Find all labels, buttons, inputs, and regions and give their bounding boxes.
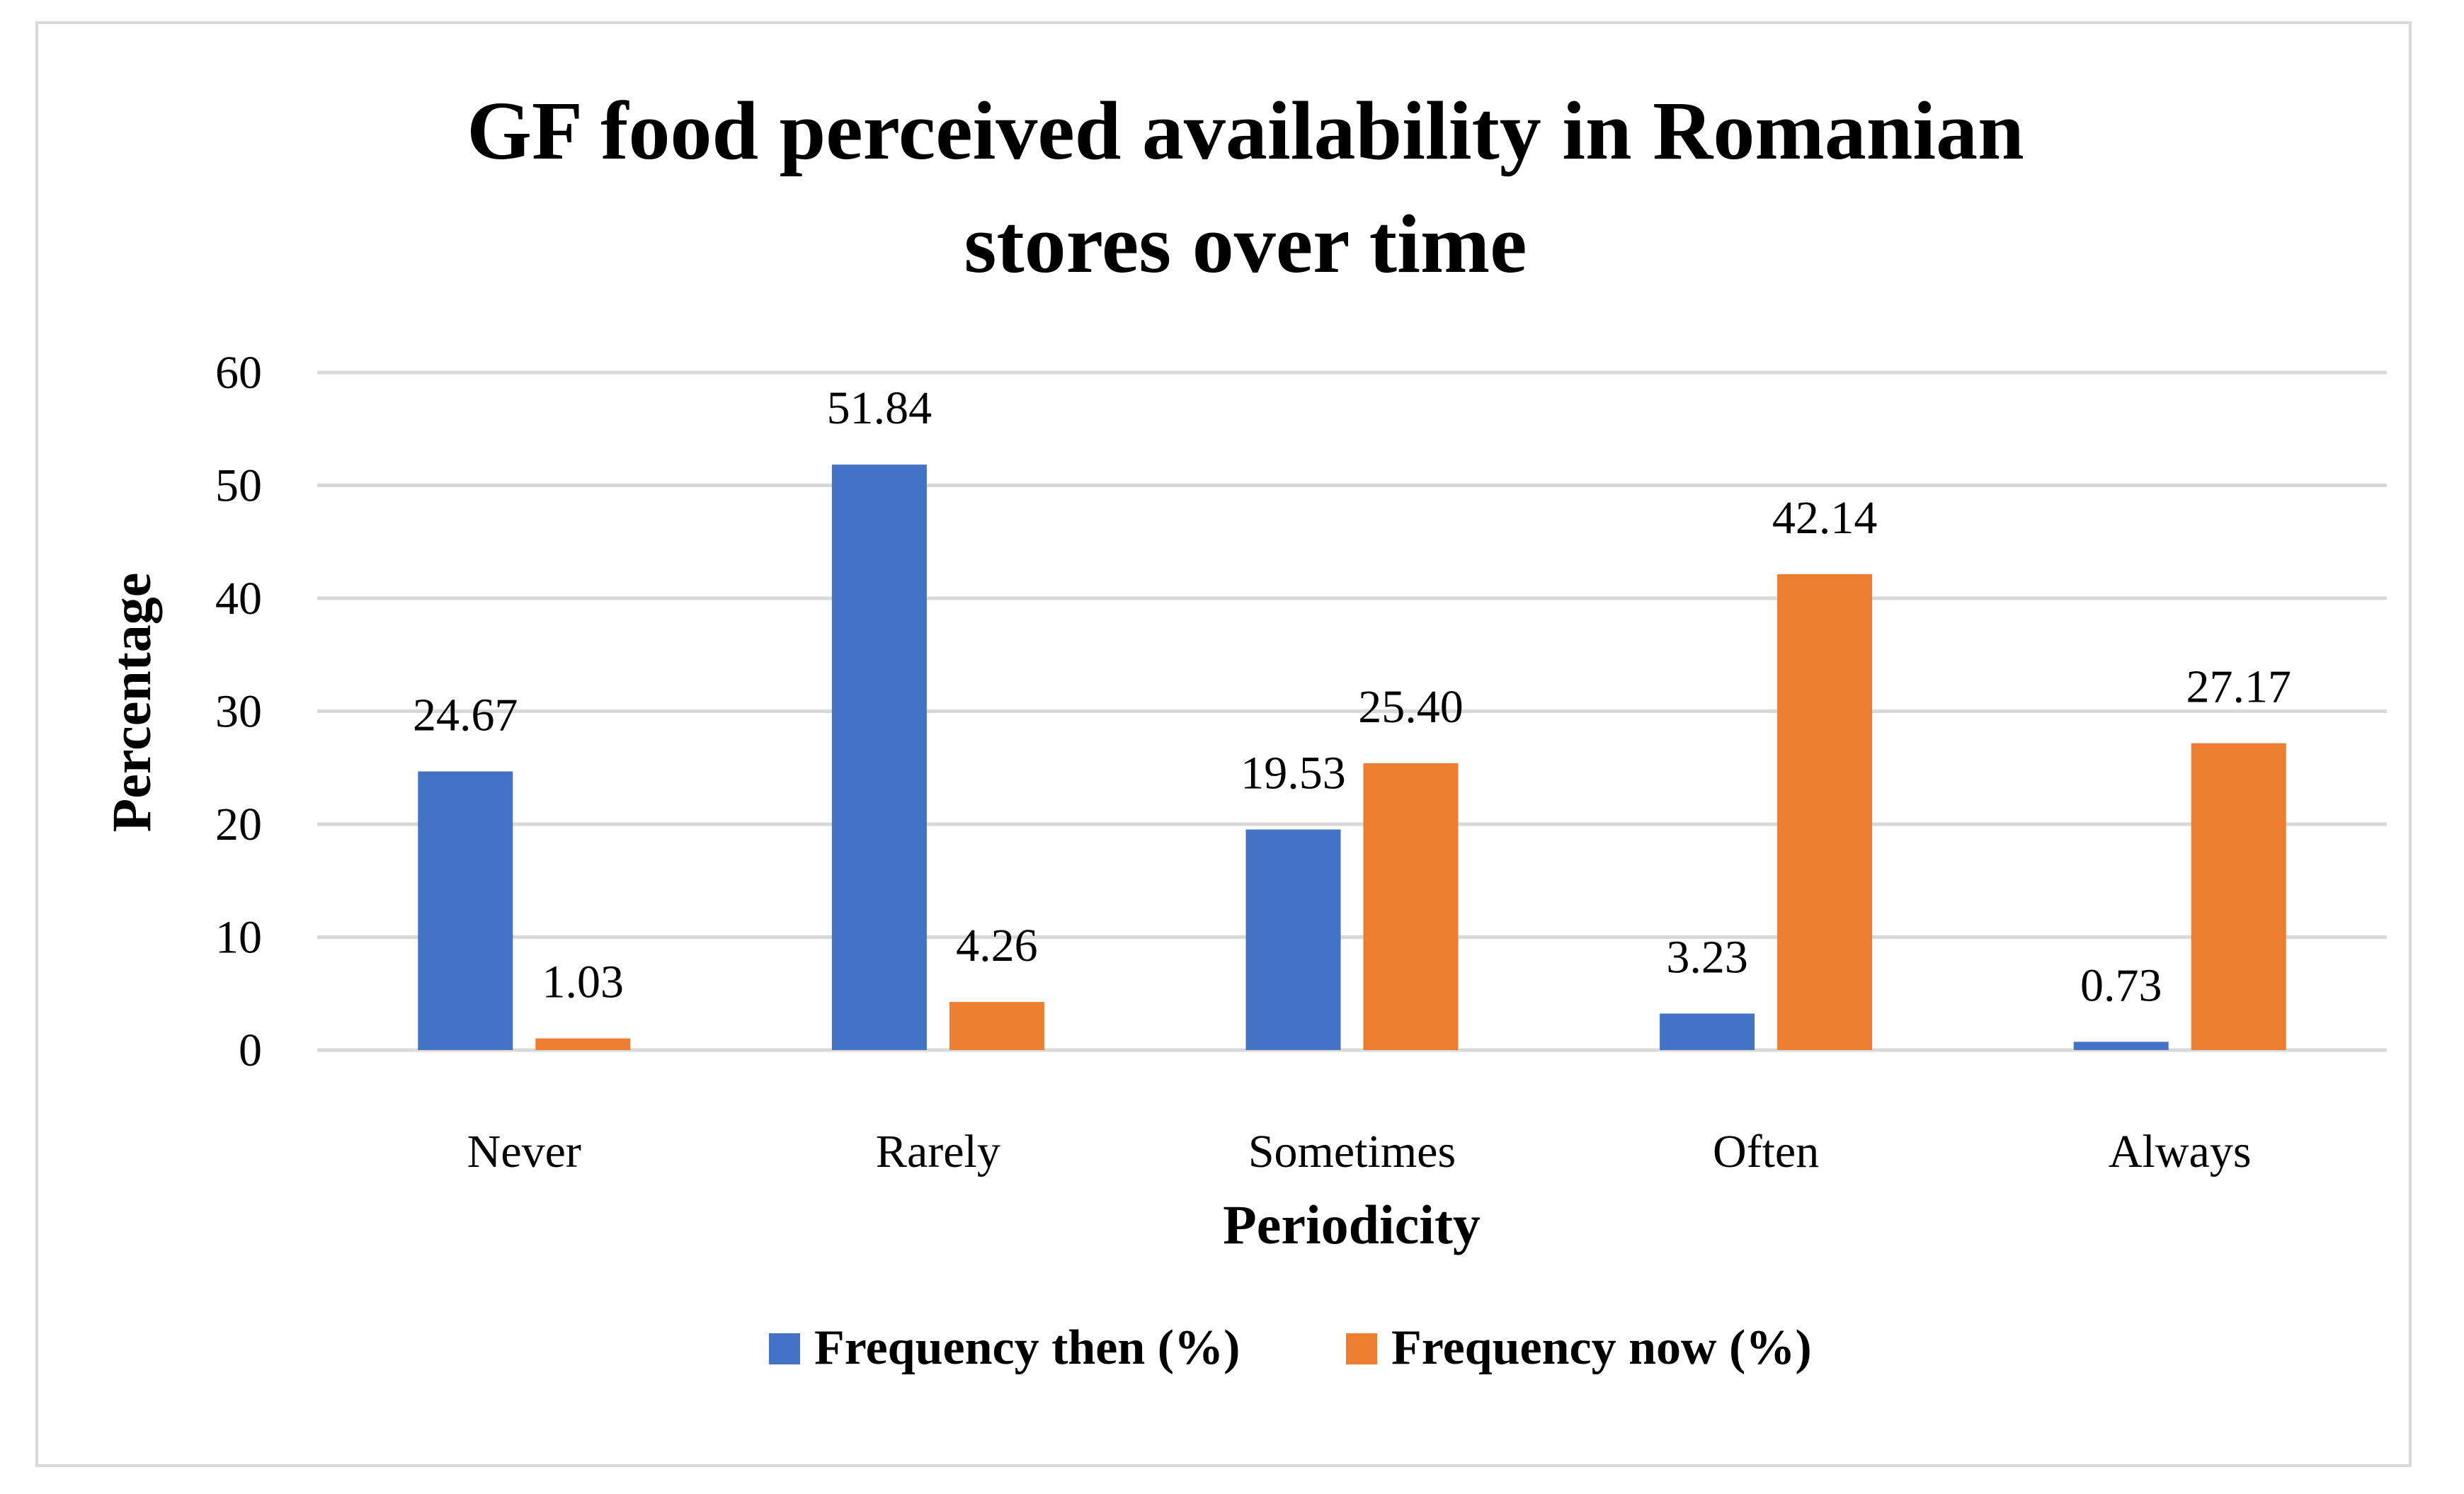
x-tick-label-often: Often	[1713, 1126, 1819, 1177]
data-label-often-then: 3.23	[1666, 931, 1748, 983]
bar-sometimes-then	[1245, 829, 1341, 1050]
bar-rarely-then	[831, 464, 927, 1050]
data-label-often-now: 42.14	[1772, 492, 1878, 544]
chart-title: GF food perceived availability in Romani…	[467, 84, 2024, 290]
chart-title-line-2: stores over time	[964, 198, 1527, 290]
bar-never-now	[535, 1038, 631, 1050]
legend: Frequency then (%) Frequency now (%)	[769, 1321, 1812, 1375]
data-label-sometimes-now: 25.40	[1358, 681, 1464, 733]
legend-label-then: Frequency then (%)	[814, 1321, 1240, 1375]
bar-always-then	[2073, 1042, 2169, 1050]
bars	[418, 464, 2286, 1050]
chart-title-line-1: GF food perceived availability in Romani…	[467, 84, 2024, 177]
y-tick-label-50: 50	[215, 460, 262, 512]
bar-always-now	[2191, 743, 2286, 1050]
y-tick-label-20: 20	[215, 799, 262, 850]
data-label-rarely-then: 51.84	[827, 382, 932, 434]
x-tick-label-never: Never	[467, 1126, 581, 1177]
chart-svg: GF food perceived availability in Romani…	[101, 84, 2387, 1375]
data-label-rarely-now: 4.26	[956, 920, 1038, 971]
x-tick-label-sometimes: Sometimes	[1248, 1126, 1456, 1177]
data-label-always-then: 0.73	[2080, 959, 2162, 1011]
y-tick-label-30: 30	[215, 686, 262, 738]
legend-swatch-then	[769, 1333, 800, 1364]
x-axis-ticks: Never Rarely Sometimes Often Always	[467, 1126, 2252, 1177]
data-label-never-then: 24.67	[413, 690, 518, 741]
y-axis-title: Percentage	[101, 573, 162, 833]
legend-label-now: Frequency now (%)	[1391, 1321, 1812, 1375]
y-tick-label-0: 0	[239, 1025, 262, 1076]
y-axis-ticks: 0 10 20 30 40 50 60	[215, 347, 262, 1076]
bar-sometimes-now	[1363, 763, 1459, 1050]
bar-rarely-now	[949, 1002, 1044, 1050]
bar-often-now	[1777, 574, 1873, 1050]
legend-swatch-now	[1346, 1333, 1377, 1364]
x-tick-label-always: Always	[2109, 1126, 2252, 1177]
data-label-never-now: 1.03	[542, 957, 624, 1008]
bar-never-then	[418, 771, 513, 1050]
data-label-always-now: 27.17	[2186, 661, 2291, 713]
y-tick-label-40: 40	[215, 573, 262, 625]
x-tick-label-rarely: Rarely	[876, 1126, 1000, 1177]
bar-often-then	[1660, 1013, 1755, 1050]
gridlines	[317, 370, 2387, 1052]
x-axis-title: Periodicity	[1223, 1194, 1481, 1255]
data-label-sometimes-then: 19.53	[1240, 747, 1346, 799]
y-tick-label-10: 10	[215, 912, 262, 964]
chart-frame: GF food perceived availability in Romani…	[35, 21, 2412, 1467]
y-tick-label-60: 60	[215, 347, 262, 399]
